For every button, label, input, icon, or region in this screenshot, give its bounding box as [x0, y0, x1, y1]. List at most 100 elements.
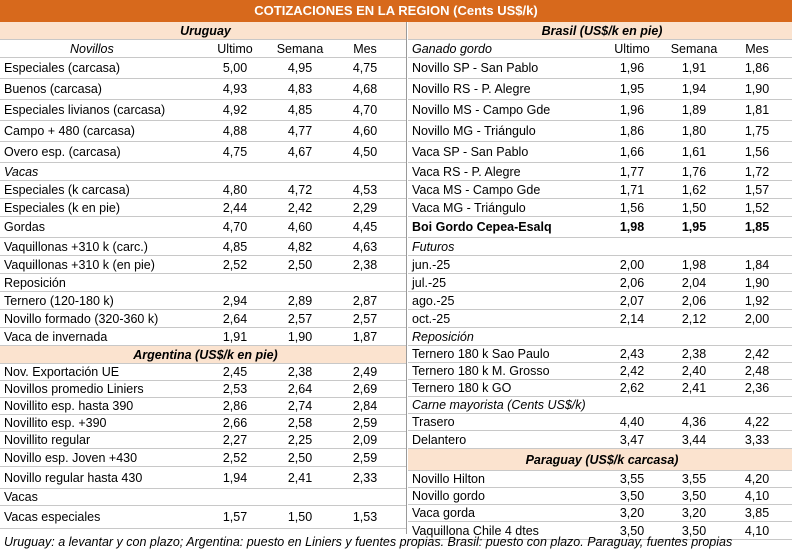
value-ultimo: 1,96 — [619, 103, 645, 117]
table-row: ago.-25 2,07 2,06 1,92 — [408, 292, 792, 310]
row-label: Vaca MG - Triángulo — [412, 200, 526, 215]
table-row: Ternero 180 k M. Grosso 2,42 2,40 2,48 — [408, 363, 792, 380]
right-panel: Brasil (US$/k en pie) Ganado gordo Ultimo S… — [408, 22, 792, 540]
row-label: Novillo MS - Campo Gde — [412, 103, 551, 117]
value-ultimo: 4,88 — [222, 124, 248, 138]
row-label: Campo + 480 (carcasa) — [4, 124, 135, 138]
subgroup-row: Vacas — [0, 163, 407, 181]
row-label: Novillo MG - Triángulo — [412, 124, 536, 138]
column-header-row: Ganado gordo Ultimo Semana Mes — [408, 40, 792, 58]
value-mes: 1,84 — [744, 257, 770, 272]
table-row: Ternero 180 k GO 2,62 2,41 2,36 — [408, 380, 792, 397]
row-label: Delantero — [412, 432, 467, 447]
row-label: Novillo esp. Joven +430 — [4, 450, 138, 465]
subgroup-label: Carne mayorista (Cents US$/k) — [412, 398, 586, 412]
row-label: Novillo formado (320-360 k) — [4, 311, 159, 326]
value-semana: 1,80 — [681, 124, 707, 138]
row-label: Novillito esp. +390 — [4, 416, 107, 430]
table-row: Trasero 4,40 4,36 4,22 — [408, 414, 792, 431]
value-ultimo: 1,98 — [619, 220, 645, 234]
value-semana: 1,95 — [681, 220, 707, 234]
row-label: Ternero 180 k M. Grosso — [412, 364, 550, 378]
value-semana: 4,82 — [287, 239, 313, 254]
row-label: Nov. Exportación UE — [4, 365, 120, 379]
col-header-semana: Semana — [276, 41, 324, 56]
subgroup-label: Futuros — [412, 239, 455, 254]
value-mes: 4,50 — [352, 145, 378, 159]
table-row: Novillo esp. Joven +430 2,52 2,50 2,59 — [0, 449, 407, 467]
value-ultimo: 2,66 — [222, 416, 248, 430]
table-row: Especiales livianos (carcasa) 4,92 4,85 4,7… — [0, 100, 407, 121]
value-ultimo: 2,44 — [222, 200, 248, 215]
value-mes: 1,86 — [744, 61, 770, 75]
value-ultimo: 2,43 — [619, 347, 645, 361]
row-label: Vacas especiales — [4, 510, 101, 524]
subgroup-row: Reposición — [408, 328, 792, 346]
value-semana: 4,77 — [287, 124, 313, 138]
value-ultimo: 2,42 — [619, 364, 645, 378]
value-mes: 2,33 — [352, 470, 378, 485]
section-header: Brasil (US$/k en pie) — [408, 22, 792, 40]
table-row: Novillo gordo 3,50 3,50 4,10 — [408, 488, 792, 505]
value-ultimo: 4,75 — [222, 145, 248, 159]
col-header-mes: Mes — [745, 41, 769, 56]
table-row: Boi Gordo Cepea-Esalq 1,98 1,95 1,85 — [408, 217, 792, 238]
col-header-ultimo: Ultimo — [614, 41, 650, 56]
section-title: Paraguay (US$/k carcasa) — [525, 452, 679, 467]
value-mes: 3,33 — [744, 432, 770, 447]
value-mes: 4,75 — [352, 61, 378, 75]
value-semana: 3,44 — [681, 432, 707, 447]
value-semana: 4,72 — [287, 182, 313, 197]
table-row: jun.-25 2,00 1,98 1,84 — [408, 256, 792, 274]
value-semana: 3,55 — [681, 472, 707, 486]
value-ultimo: 1,77 — [619, 164, 645, 179]
row-label: Boi Gordo Cepea-Esalq — [412, 220, 552, 234]
value-ultimo: 2,94 — [222, 293, 248, 308]
value-ultimo: 1,91 — [222, 329, 248, 344]
value-ultimo: 5,00 — [222, 61, 248, 75]
value-semana: 1,61 — [681, 145, 707, 159]
value-mes: 4,60 — [352, 124, 378, 138]
value-mes: 4,22 — [744, 415, 770, 429]
value-semana: 1,98 — [681, 257, 707, 272]
value-mes: 4,10 — [744, 523, 770, 538]
value-semana: 1,90 — [287, 329, 313, 344]
value-mes: 1,72 — [744, 164, 770, 179]
value-ultimo: 2,52 — [222, 257, 248, 272]
value-mes: 1,81 — [744, 103, 770, 117]
section-title: Argentina (US$/k en pie) — [133, 347, 278, 362]
value-semana: 2,89 — [287, 293, 313, 308]
table-row: Vaca MG - Triángulo 1,56 1,50 1,52 — [408, 199, 792, 217]
table-row: Novillo SP - San Pablo 1,96 1,91 1,86 — [408, 58, 792, 79]
value-ultimo: 2,53 — [222, 382, 248, 396]
value-semana: 4,36 — [681, 415, 707, 429]
value-mes: 4,20 — [744, 472, 770, 486]
row-label: Vaca gorda — [412, 506, 476, 520]
value-mes: 2,49 — [352, 365, 378, 379]
row-label: Vaca MS - Campo Gde — [412, 182, 541, 197]
table-row: Ternero 180 k Sao Paulo 2,43 2,38 2,42 — [408, 346, 792, 363]
value-ultimo: 2,52 — [222, 450, 248, 465]
value-semana: 2,50 — [287, 257, 313, 272]
row-label: Vaca RS - P. Alegre — [412, 164, 521, 179]
row-label: Overo esp. (carcasa) — [4, 145, 121, 159]
value-mes: 3,85 — [744, 506, 770, 520]
value-semana: 4,95 — [287, 61, 313, 75]
value-ultimo: 3,50 — [619, 523, 645, 538]
value-semana: 4,83 — [287, 82, 313, 96]
value-semana: 3,50 — [681, 489, 707, 503]
value-mes: 1,90 — [744, 275, 770, 290]
value-mes: 2,59 — [352, 450, 378, 465]
value-ultimo: 1,56 — [619, 200, 645, 215]
value-semana: 2,38 — [681, 347, 707, 361]
value-mes: 4,70 — [352, 103, 378, 117]
value-semana: 2,42 — [287, 200, 313, 215]
value-ultimo: 1,66 — [619, 145, 645, 159]
value-mes: 1,87 — [352, 329, 378, 344]
row-label: Novillos promedio Liniers — [4, 382, 144, 396]
table-row: Novillito regular 2,27 2,25 2,09 — [0, 432, 407, 449]
value-ultimo: 2,62 — [619, 381, 645, 395]
value-mes: 1,52 — [744, 200, 770, 215]
subgroup-row: Reposición — [0, 274, 407, 292]
value-mes: 4,45 — [352, 220, 378, 234]
